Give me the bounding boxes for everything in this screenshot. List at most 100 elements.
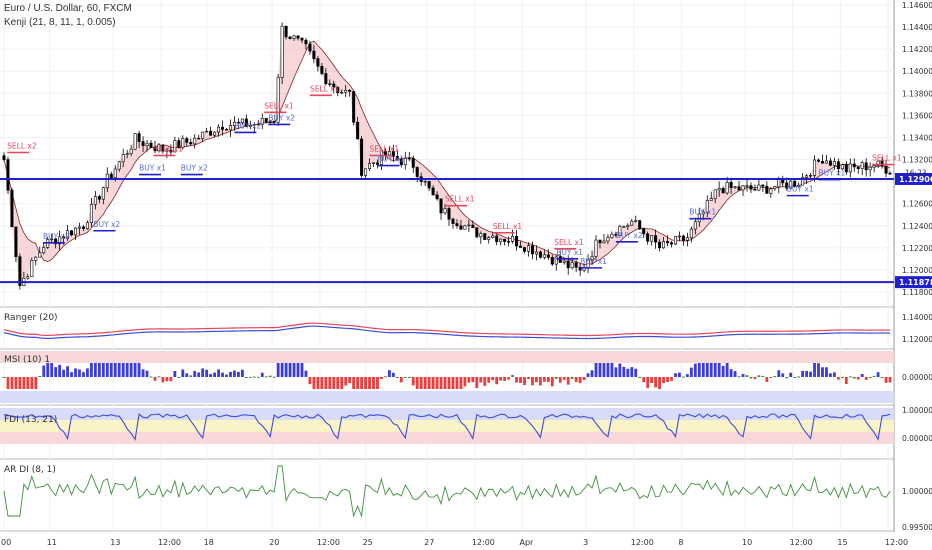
candle xyxy=(757,179,761,192)
candle-body xyxy=(153,146,157,152)
candle xyxy=(447,206,451,226)
candle-body xyxy=(14,226,18,257)
candle-body xyxy=(2,155,6,160)
candle xyxy=(213,131,217,138)
candle xyxy=(479,231,483,244)
msi-bar xyxy=(630,367,634,377)
ranger-line xyxy=(3,325,891,340)
msi-bar xyxy=(459,377,463,389)
candle-body xyxy=(185,138,189,143)
msi-bar xyxy=(157,376,161,378)
msi-bar xyxy=(109,363,113,377)
time-axis-label: 10 xyxy=(742,538,752,547)
msi-bar xyxy=(22,377,26,389)
time-axis-label: Apr xyxy=(520,538,535,547)
candle-body xyxy=(598,239,602,244)
msi-bar xyxy=(829,373,832,377)
msi-bar xyxy=(300,363,304,377)
candle-body xyxy=(181,138,185,148)
candle-body xyxy=(431,187,435,196)
msi-bar xyxy=(125,363,129,377)
candle-body xyxy=(344,90,348,93)
candle-body xyxy=(26,276,30,279)
msi-bar xyxy=(848,376,852,378)
msi-bar xyxy=(519,377,522,384)
time-axis-label: 18 xyxy=(204,538,214,547)
candle xyxy=(248,120,252,130)
msi-bar xyxy=(582,377,586,381)
candle-body xyxy=(455,223,459,227)
msi-bar xyxy=(455,377,459,389)
candle xyxy=(689,226,693,243)
msi-bar xyxy=(670,377,673,381)
candle xyxy=(14,226,18,262)
candle-body xyxy=(443,208,447,214)
candle-body xyxy=(236,121,240,124)
msi-bar xyxy=(70,372,73,377)
msi-bar xyxy=(288,363,292,377)
candle-body xyxy=(503,238,507,242)
candle xyxy=(149,140,153,148)
fdi-tick-label: 0.00000 xyxy=(902,434,932,443)
candle xyxy=(34,256,38,266)
msi-bar xyxy=(689,367,693,377)
candle xyxy=(368,158,372,171)
candle xyxy=(395,149,399,161)
candle-body xyxy=(495,235,499,243)
candle xyxy=(276,73,280,126)
indicator-title: Kenji (21, 8, 11, 1, 0.005) xyxy=(4,17,116,28)
candle xyxy=(356,116,360,140)
candle xyxy=(729,177,733,195)
msi-bar xyxy=(654,377,658,388)
candle-body xyxy=(201,131,205,139)
candle-body xyxy=(888,173,892,175)
msi-bar xyxy=(733,371,737,377)
msi-bar xyxy=(42,365,46,377)
msi-bar xyxy=(884,377,888,383)
msi-bar xyxy=(634,368,638,377)
price-tick-label: 1.14200 xyxy=(902,45,932,54)
candle-body xyxy=(554,256,558,265)
msi-bar xyxy=(352,377,356,389)
candle xyxy=(177,137,181,149)
price-level-badge-text: 1.12906 xyxy=(899,175,932,184)
candle xyxy=(360,136,364,178)
candle-body xyxy=(427,181,431,189)
candle-body xyxy=(526,245,530,252)
msi-bar xyxy=(177,377,181,378)
msi-bar xyxy=(376,377,379,389)
candle xyxy=(864,158,868,177)
candle-body xyxy=(260,118,264,125)
candle-body xyxy=(693,221,697,230)
candle-body xyxy=(777,179,781,188)
msi-bar xyxy=(443,377,447,389)
candle xyxy=(749,182,753,193)
candle-body xyxy=(836,161,840,170)
msi-bar xyxy=(753,377,757,380)
candle-body xyxy=(288,36,292,39)
msi-bar xyxy=(169,377,173,382)
msi-label: MSI (10) 1 xyxy=(4,355,50,365)
time-axis-label: 12:00 xyxy=(158,538,181,547)
candle-body xyxy=(570,262,574,269)
candle-body xyxy=(805,175,809,178)
ranger-tick-label: 1.12000 xyxy=(902,335,932,344)
candle-body xyxy=(268,120,272,123)
candle xyxy=(669,241,673,248)
candle xyxy=(860,160,864,176)
candle xyxy=(836,158,840,176)
candle xyxy=(626,223,630,230)
msi-bar xyxy=(737,376,741,378)
candle xyxy=(260,113,264,130)
candle-body xyxy=(375,162,379,165)
ranger-tick-label: 1.14000 xyxy=(902,313,932,322)
symbol-title: Euro / U.S. Dollar, 60, FXCM xyxy=(4,3,132,14)
candle-body xyxy=(733,186,737,188)
candle xyxy=(844,161,848,175)
candle-body xyxy=(42,247,46,253)
candle xyxy=(193,134,197,149)
candle xyxy=(511,229,515,244)
candle-body xyxy=(308,43,312,52)
candle xyxy=(6,156,10,194)
candle-body xyxy=(642,228,646,235)
